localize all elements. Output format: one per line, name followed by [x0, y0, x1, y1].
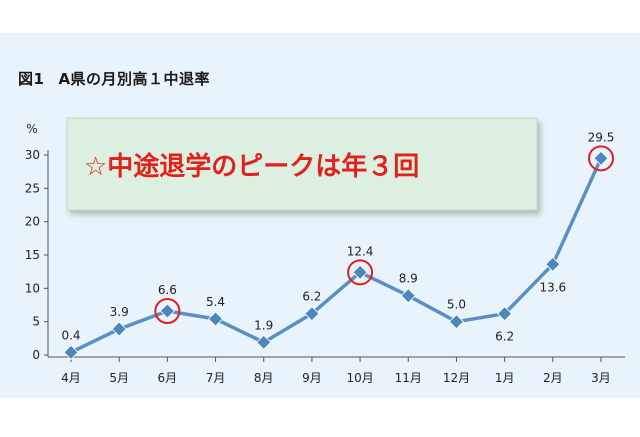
callout-text: ☆中途退学のピークは年３回 [84, 151, 419, 182]
figure-title: 図1 A県の月別高１中退率 [18, 68, 210, 89]
highlight-circles [154, 145, 614, 324]
y-tick-label: 0 [32, 348, 40, 362]
series-line [70, 157, 603, 354]
x-tick-label: 4月 [61, 371, 81, 385]
data-point-marker [545, 256, 561, 272]
data-label: 5.4 [206, 295, 225, 309]
data-label: 6.2 [302, 290, 321, 304]
data-point-marker [256, 334, 272, 350]
x-tick-label: 3月 [591, 371, 611, 385]
x-tick-label: 2月 [543, 371, 563, 385]
data-label: 12.4 [347, 244, 374, 258]
y-tick-label: 25 [25, 181, 40, 195]
data-point-marker [448, 314, 465, 330]
callout-background [66, 117, 538, 211]
data-point-marker [593, 150, 609, 166]
data-label: 6.6 [158, 283, 177, 297]
data-label: 13.6 [539, 280, 566, 294]
data-point-marker [304, 306, 320, 322]
data-point-marker [207, 311, 224, 327]
chart-panel [0, 33, 640, 398]
data-point-marker [159, 303, 175, 319]
data-label: 8.9 [399, 272, 418, 286]
data-label: 3.9 [110, 305, 129, 319]
figure-label: 図1 [18, 70, 45, 88]
highlight-circle [347, 259, 374, 286]
callout-box: ☆中途退学のピークは年３回 [66, 117, 538, 211]
data-label: 29.5 [588, 130, 615, 144]
highlight-circle [154, 298, 181, 324]
data-point-marker [63, 344, 79, 360]
y-ticks: 0 5 10 15 20 25 30 [25, 148, 48, 362]
data-label: 1.9 [254, 318, 273, 332]
x-tick-label: 5月 [109, 371, 129, 385]
y-tick-label: 20 [25, 215, 40, 229]
x-tick-label: 8月 [254, 371, 274, 385]
data-label: 5.0 [447, 298, 466, 312]
x-tick-label: 12月 [443, 371, 470, 385]
x-tick-label: 11月 [395, 371, 422, 385]
y-tick-label: 10 [25, 281, 40, 295]
x-ticks: 4月 5月 6月 7月 8月 9月 10月 11月 12月 1月 2月 3月 [61, 357, 611, 385]
data-label: 0.4 [61, 328, 80, 342]
data-labels: 0.4 3.9 6.6 5.4 1.9 6.2 12.4 8.9 5.0 6.2 13.6 29.5 [61, 130, 614, 343]
x-tick-label: 7月 [206, 371, 226, 385]
data-point-marker [400, 288, 416, 304]
x-tick-label: 10月 [346, 371, 373, 385]
x-tick-label: 9月 [302, 371, 322, 385]
data-point-marker [497, 306, 513, 322]
x-tick-label: 6月 [158, 371, 178, 385]
data-point-marker [111, 321, 127, 337]
y-axis-unit-label: % [26, 122, 37, 136]
y-tick-label: 15 [25, 248, 40, 262]
data-point-marker [352, 264, 368, 280]
highlight-circle [588, 145, 614, 172]
figure-title-text: A県の月別高１中退率 [58, 70, 211, 88]
markers [63, 150, 609, 360]
y-tick-label: 30 [25, 148, 40, 162]
data-label: 6.2 [495, 330, 514, 344]
y-tick-label: 5 [32, 315, 40, 329]
axes [47, 150, 625, 358]
x-tick-label: 1月 [495, 371, 515, 385]
series: 0.4 3.9 6.6 5.4 1.9 6.2 12.4 8.9 5.0 6.2 13.6 29.5 [61, 130, 614, 360]
